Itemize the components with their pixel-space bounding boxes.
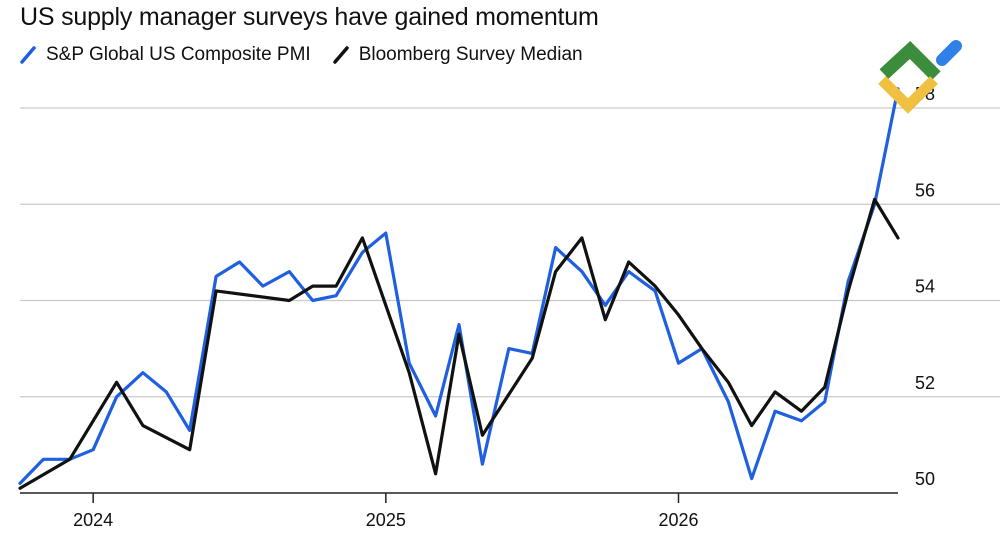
legend-label-pmi: S&P Global US Composite PMI bbox=[46, 44, 311, 65]
y-tick-label-56: 56 bbox=[915, 180, 935, 200]
chart-title: US supply manager surveys have gained mo… bbox=[20, 3, 599, 31]
slash-line-icon bbox=[332, 46, 349, 64]
chevron-logo-icon bbox=[878, 40, 962, 114]
y-tick-label-52: 52 bbox=[915, 373, 935, 393]
slash-line-icon bbox=[20, 46, 36, 64]
x-tick-label-2024: 2024 bbox=[73, 510, 113, 530]
x-tick-label-2026: 2026 bbox=[658, 510, 698, 530]
x-tick-label-2025: 2025 bbox=[366, 510, 406, 530]
legend-item-bloomberg: Bloomberg Survey Median bbox=[332, 44, 583, 66]
y-tick-label-54: 54 bbox=[915, 277, 935, 297]
series-line-pmi bbox=[18, 87, 900, 485]
series-line-bloomberg bbox=[18, 197, 900, 490]
x-axis: 2024 2025 2026 bbox=[20, 492, 898, 530]
legend: S&P Global US Composite PMI Bloomberg Su… bbox=[20, 44, 605, 66]
gridlines bbox=[20, 107, 1000, 398]
legend-item-pmi: S&P Global US Composite PMI bbox=[20, 44, 311, 66]
y-tick-label-50: 50 bbox=[915, 469, 935, 489]
series-lines bbox=[18, 87, 900, 490]
legend-label-bloomberg: Bloomberg Survey Median bbox=[358, 44, 583, 65]
